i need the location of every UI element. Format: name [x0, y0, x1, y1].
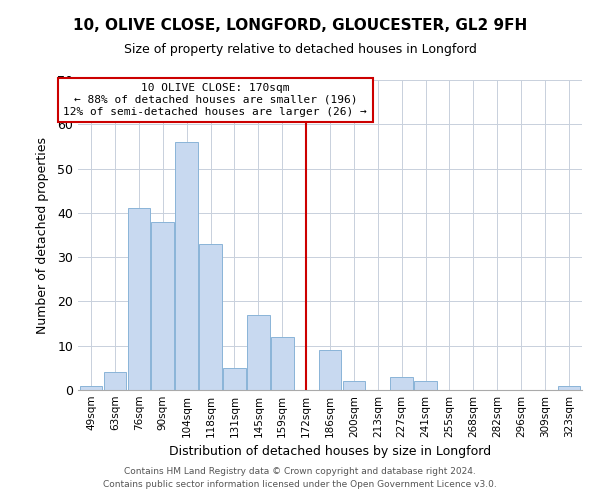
Bar — [391, 376, 413, 390]
Bar — [557, 386, 580, 390]
Bar — [271, 337, 293, 390]
Text: Contains public sector information licensed under the Open Government Licence v3: Contains public sector information licen… — [103, 480, 497, 489]
Text: Size of property relative to detached houses in Longford: Size of property relative to detached ho… — [124, 42, 476, 56]
Text: 10 OLIVE CLOSE: 170sqm
← 88% of detached houses are smaller (196)
12% of semi-de: 10 OLIVE CLOSE: 170sqm ← 88% of detached… — [64, 84, 367, 116]
X-axis label: Distribution of detached houses by size in Longford: Distribution of detached houses by size … — [169, 446, 491, 458]
Bar — [223, 368, 246, 390]
Bar — [151, 222, 174, 390]
Bar — [80, 386, 103, 390]
Text: Contains HM Land Registry data © Crown copyright and database right 2024.: Contains HM Land Registry data © Crown c… — [124, 467, 476, 476]
Bar — [414, 381, 437, 390]
Y-axis label: Number of detached properties: Number of detached properties — [36, 136, 49, 334]
Bar — [343, 381, 365, 390]
Bar — [175, 142, 198, 390]
Bar — [319, 350, 341, 390]
Text: 10, OLIVE CLOSE, LONGFORD, GLOUCESTER, GL2 9FH: 10, OLIVE CLOSE, LONGFORD, GLOUCESTER, G… — [73, 18, 527, 32]
Bar — [199, 244, 222, 390]
Bar — [247, 314, 269, 390]
Bar — [104, 372, 127, 390]
Bar — [128, 208, 150, 390]
